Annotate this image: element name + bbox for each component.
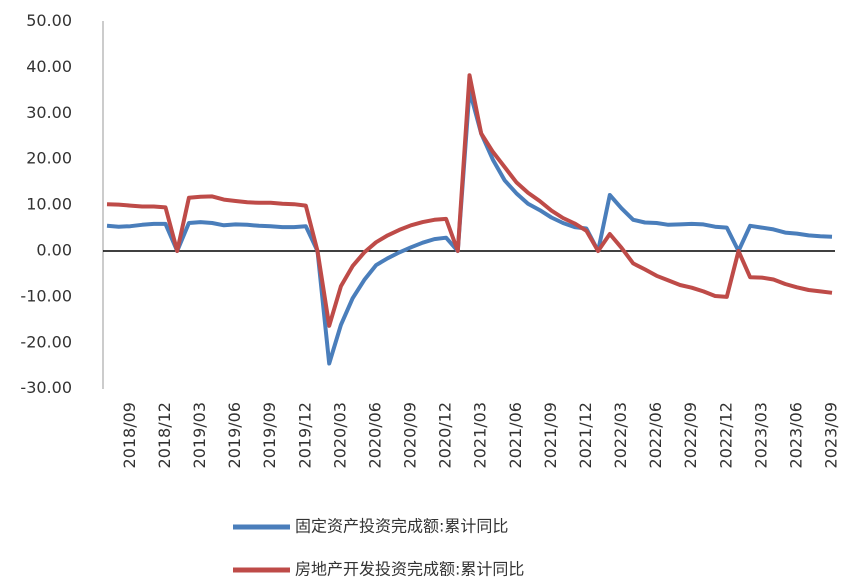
x-tick-label: 2021/03 [471, 402, 490, 468]
x-tick-label: 2020/09 [401, 402, 420, 468]
y-tick-label: -10.00 [20, 286, 72, 305]
x-tick-label: 2022/06 [646, 402, 665, 468]
x-tick-label: 2022/03 [611, 402, 630, 468]
x-tick-label: 2018/12 [155, 402, 174, 468]
x-tick-label: 2023/06 [786, 402, 805, 468]
y-tick-label: 20.00 [26, 149, 72, 168]
y-tick-label: 40.00 [26, 57, 72, 76]
x-tick-label: 2020/06 [365, 402, 384, 468]
x-tick-label: 2019/09 [260, 402, 279, 468]
x-tick-label: 2020/12 [436, 402, 455, 468]
x-tick-label: 2022/12 [716, 402, 735, 468]
y-tick-label: 0.00 [36, 241, 72, 260]
x-tick-label: 2022/09 [681, 402, 700, 468]
x-tick-label: 2023/09 [822, 402, 841, 468]
x-tick-label: 2021/06 [506, 402, 525, 468]
x-tick-label: 2023/03 [751, 402, 770, 468]
x-tick-label: 2020/03 [330, 402, 349, 468]
x-tick-label: 2019/03 [190, 402, 209, 468]
series-line [106, 73, 833, 328]
legend-label: 固定资产投资完成额:累计同比 [295, 517, 508, 536]
legend-label: 房地产开发投资完成额:累计同比 [295, 560, 524, 579]
y-tick-label: 30.00 [26, 103, 72, 122]
x-tick-label: 2019/06 [225, 402, 244, 468]
x-tick-label: 2019/12 [295, 402, 314, 468]
y-tick-label: -20.00 [20, 332, 72, 351]
y-tick-label: 50.00 [26, 11, 72, 30]
y-tick-label: 10.00 [26, 195, 72, 214]
x-tick-label: 2021/12 [576, 402, 595, 468]
y-tick-label: -30.00 [20, 378, 72, 397]
series-line [106, 88, 833, 366]
x-tick-label: 2018/09 [120, 402, 139, 468]
x-tick-label: 2021/09 [541, 402, 560, 468]
